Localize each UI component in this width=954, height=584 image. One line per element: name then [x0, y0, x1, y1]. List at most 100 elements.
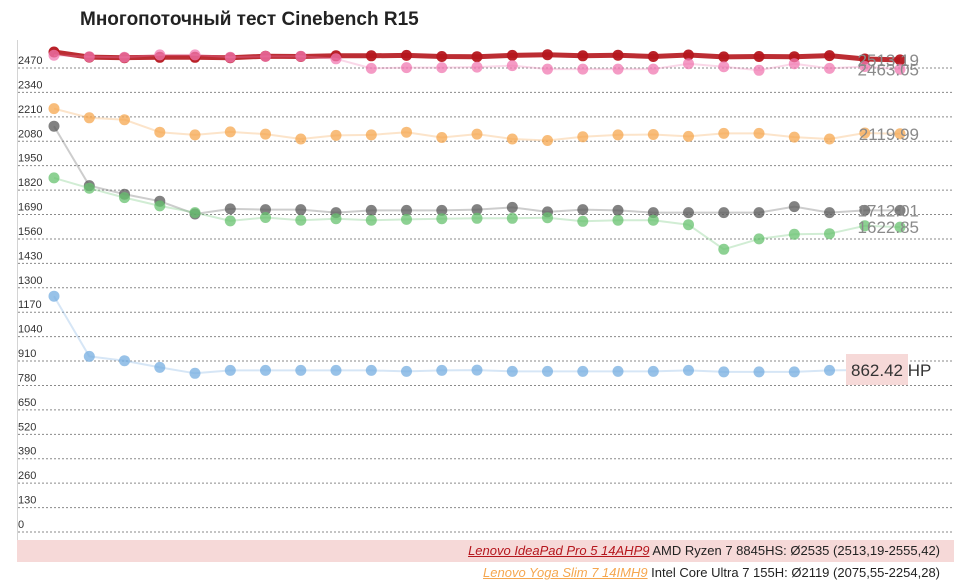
data-point: [154, 49, 166, 61]
y-tick-label: 2340: [18, 79, 42, 91]
data-point: [224, 203, 236, 215]
data-point: [577, 131, 589, 143]
data-point: [824, 62, 835, 74]
data-point: [365, 214, 377, 226]
data-point: [83, 112, 95, 124]
data-point: [83, 350, 95, 362]
y-tick-label: 1430: [18, 250, 42, 262]
data-point: [506, 365, 518, 377]
legend-device-link-ideapad[interactable]: Lenovo IdeaPad Pro 5 14AHP9: [468, 543, 650, 558]
data-point: [753, 207, 765, 219]
data-point: [295, 214, 307, 226]
legend-row-ideapad[interactable]: Lenovo IdeaPad Pro 5 14AHP9 AMD Ryzen 7 …: [17, 540, 954, 562]
data-point: [224, 126, 236, 138]
data-point: [859, 61, 871, 72]
data-point: [401, 365, 412, 377]
data-point: [824, 133, 835, 145]
data-point: [330, 213, 342, 225]
data-point: [365, 204, 377, 216]
end-value-label: 2463.05: [858, 60, 919, 79]
data-point: [718, 366, 730, 378]
left-border: [17, 40, 18, 540]
data-point: [577, 204, 589, 216]
data-point: [683, 364, 694, 376]
y-tick-label: 260: [18, 470, 36, 482]
end-value-label: 2513.19: [858, 51, 919, 70]
data-point: [753, 127, 765, 139]
data-point: [542, 63, 553, 75]
data-point: [577, 50, 589, 62]
data-point: [683, 130, 694, 142]
data-point: [48, 120, 60, 132]
data-point: [753, 51, 765, 62]
data-point: [401, 49, 412, 61]
data-point: [330, 53, 342, 65]
data-point: [612, 63, 624, 75]
data-point: [788, 131, 800, 143]
data-point: [436, 204, 448, 216]
data-point: [436, 364, 448, 376]
data-point: [788, 228, 800, 240]
data-point: [189, 49, 201, 61]
data-point: [401, 62, 412, 74]
y-tick-label: 2470: [18, 55, 42, 67]
data-point: [506, 49, 518, 61]
y-tick-label: 0: [18, 519, 24, 531]
data-point: [718, 207, 730, 219]
chart-plot: 0 130 260 390 520 650 780 910 1040 1170 1300 1430 15…: [18, 46, 952, 533]
data-point: [542, 49, 553, 61]
data-point: [788, 58, 800, 70]
data-point: [189, 367, 201, 379]
data-point: [753, 233, 765, 245]
data-point: [506, 201, 518, 213]
y-tick-label: 910: [18, 348, 36, 360]
y-tick-label: 1170: [18, 299, 42, 311]
legend-device-stats-yoga: Intel Core Ultra 7 155H: Ø2119 (2075,55-…: [647, 565, 940, 580]
y-tick-label: 130: [18, 495, 36, 507]
data-point: [647, 129, 659, 140]
data-point: [260, 50, 271, 62]
data-point: [83, 182, 95, 194]
data-point: [48, 290, 60, 302]
data-point: [577, 63, 589, 75]
data-point: [119, 114, 130, 126]
data-point: [824, 228, 835, 240]
chart-title: Многопоточный тест Cinebench R15: [80, 9, 419, 30]
data-point: [119, 355, 130, 367]
legend-row-yoga[interactable]: Lenovo Yoga Slim 7 14IMH9 Intel Core Ult…: [17, 562, 954, 584]
data-point: [260, 364, 271, 376]
data-point: [48, 103, 60, 115]
y-tick-label: 650: [18, 397, 36, 409]
data-point: [295, 133, 307, 145]
data-point: [471, 212, 483, 224]
data-point: [894, 63, 906, 75]
end-value-label: 2119.99: [859, 125, 919, 144]
y-tick-label: 1950: [18, 153, 42, 165]
data-point: [471, 51, 483, 63]
data-point: [189, 207, 201, 219]
data-point: [154, 126, 166, 138]
data-point: [48, 172, 60, 184]
data-point: [401, 126, 412, 138]
data-point: [788, 366, 800, 378]
data-point: [260, 128, 271, 140]
legend-device-stats-ideapad: AMD Ryzen 7 8845HS: Ø2535 (2513,19-2555,…: [649, 543, 940, 558]
data-point: [612, 214, 624, 226]
data-point: [824, 50, 835, 62]
data-point: [189, 129, 201, 141]
data-point: [330, 129, 342, 141]
data-point: [718, 243, 730, 255]
legend-device-link-yoga[interactable]: Lenovo Yoga Slim 7 14IMH9: [483, 565, 648, 580]
data-point: [577, 215, 589, 227]
y-tick-label: 520: [18, 421, 36, 433]
data-point: [718, 127, 730, 139]
y-tick-label: 1690: [18, 202, 42, 214]
y-tick-label: 780: [18, 372, 36, 384]
end-value-label: 1622.85: [858, 218, 919, 237]
data-point: [506, 60, 518, 72]
data-point: [647, 207, 659, 219]
data-point: [824, 207, 835, 219]
data-point: [330, 364, 342, 376]
data-point: [436, 51, 448, 62]
data-point: [295, 204, 307, 216]
